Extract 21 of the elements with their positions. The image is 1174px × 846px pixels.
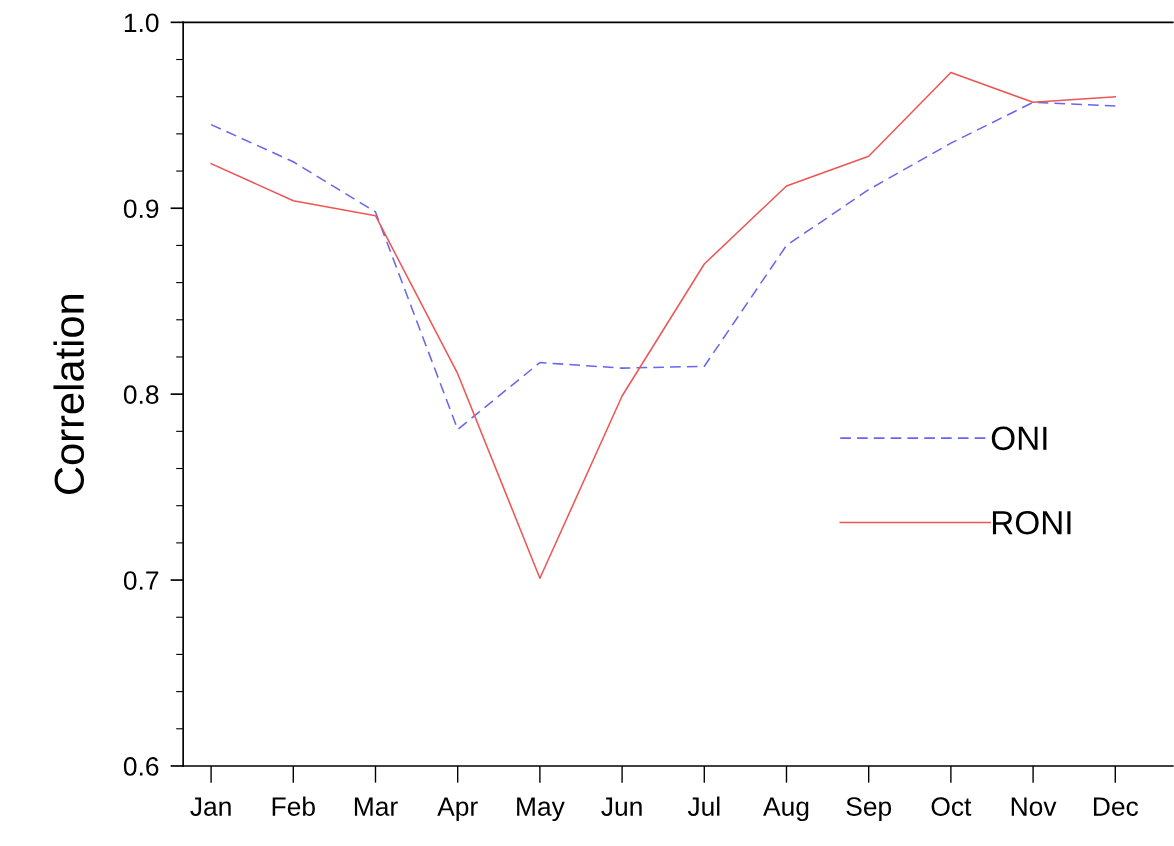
y-tick-label: 0.8 (123, 385, 159, 404)
x-tick-label: Oct (931, 797, 972, 816)
x-tick-label: Sep (846, 797, 892, 822)
x-tick-label: Mar (354, 797, 398, 816)
legend-label: RONI (992, 510, 1071, 535)
x-tick-label: Nov (1011, 797, 1057, 816)
line-series (210, 71, 1117, 579)
x-tick-label: May (517, 797, 565, 822)
x-tick-label: Jan (190, 797, 231, 816)
legend-label: ONI (991, 426, 1047, 451)
x-tick-label: Dec (1093, 797, 1139, 816)
y-axis-title: Correlation (53, 294, 85, 494)
x-tick-label: Jul (687, 796, 720, 816)
x-tick-label: Jun (601, 797, 642, 816)
x-tick-label: Apr (437, 797, 478, 822)
y-tick-label: 0.9 (123, 199, 159, 219)
x-tick-label: Feb (272, 796, 315, 816)
y-tick-label: 0.7 (123, 571, 159, 590)
y-tick-label: 1.0 (124, 13, 159, 33)
y-tick-label: 0.6 (123, 757, 159, 776)
x-tick-label: Aug (763, 797, 809, 822)
